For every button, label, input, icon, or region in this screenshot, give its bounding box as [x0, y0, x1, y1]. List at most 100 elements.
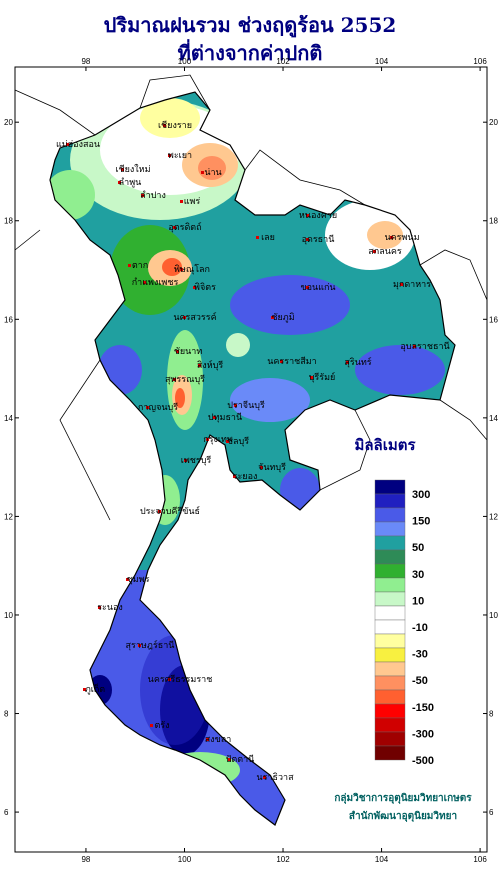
place-label: ปัตตานี [226, 754, 255, 765]
legend-swatch [374, 535, 406, 551]
credit: กลุ่มวิชาการอุตุนิยมวิทยาเกษตร [334, 792, 472, 804]
station-dot [260, 466, 263, 469]
place-label: ระนอง [97, 603, 123, 613]
place-label: ลำพูน [119, 177, 142, 188]
place-label: สงขลา [205, 735, 232, 745]
legend-label: -10 [412, 622, 428, 634]
rain-field [50, 92, 455, 825]
legend-swatch [374, 633, 406, 649]
place-label: สุราษฎร์ธานี [126, 639, 175, 651]
y-tick-label: 8 [4, 710, 9, 719]
place-label: ตาก [132, 261, 148, 271]
station-dot [173, 378, 176, 381]
station-dot [234, 404, 237, 407]
legend-swatch [374, 647, 406, 663]
legend-swatch [374, 507, 406, 523]
y-tick-label: 12 [4, 512, 13, 521]
legend-swatch [374, 493, 406, 509]
legend-label: -150 [412, 702, 434, 714]
place-label: พิจิตร [194, 282, 216, 293]
place-label: ชัยนาท [174, 347, 203, 357]
y-tick-label: 20 [489, 118, 498, 127]
legend-label: 30 [412, 569, 424, 581]
station-dot [121, 168, 124, 171]
place-label: ปทุมธานี [208, 412, 242, 423]
station-dot [143, 281, 146, 284]
y-tick-label: 6 [489, 808, 494, 817]
x-tick-label: 102 [276, 57, 290, 66]
station-dot [271, 316, 274, 319]
legend-label: -300 [412, 728, 434, 740]
place-label: เชียงใหม่ [115, 164, 150, 175]
place-label: ประจวบคีรีขันธ์ [140, 505, 200, 517]
place-label: ปราจีนบุรี [227, 400, 265, 411]
station-dot [66, 143, 69, 146]
station-dot [233, 475, 236, 478]
legend-label: 150 [412, 516, 430, 528]
place-label: นราธิวาส [256, 772, 294, 783]
place-label: แม่ฮ่องสอน [56, 140, 100, 150]
station-dot [183, 316, 186, 319]
station-dot [180, 200, 183, 203]
station-dot [128, 264, 131, 267]
station-dot [141, 194, 144, 197]
place-label: กรุงเทพ [203, 435, 233, 445]
neighbour-borders [14, 74, 488, 521]
station-dot [256, 236, 259, 239]
legend-swatch [374, 675, 406, 691]
station-dot [346, 361, 349, 364]
place-label: ชุมพร [127, 575, 150, 585]
legend-swatch [374, 577, 406, 593]
legend-swatch [374, 563, 406, 579]
x-tick-label: 98 [81, 855, 90, 864]
legend-label: 10 [412, 595, 424, 607]
station-dot [193, 286, 196, 289]
legend-swatch [374, 521, 406, 537]
place-label: เพชรบุรี [181, 455, 212, 466]
station-dot [390, 236, 393, 239]
station-dot [163, 124, 166, 127]
legend-swatch [374, 731, 406, 747]
y-tick-label: 20 [4, 118, 13, 127]
x-tick-label: 106 [473, 855, 487, 864]
station-dot [213, 416, 216, 419]
place-label: ชลบุรี [227, 436, 249, 447]
place-label: ลำปาง [140, 190, 166, 201]
place-label: ภูเก็ต [85, 682, 105, 695]
place-label: เลย [261, 233, 275, 243]
credit: สำนักพัฒนาอุตุนิยมวิทยา [349, 810, 457, 822]
station-dot [263, 776, 266, 779]
legend-title: มิลลิเมตร [354, 436, 416, 454]
y-tick-label: 10 [489, 611, 498, 620]
legend-swatch [374, 549, 406, 565]
station-dot [168, 678, 171, 681]
station-dot [83, 688, 86, 691]
legend-swatch [374, 717, 406, 733]
station-dot [198, 364, 201, 367]
place-label: ตรัง [154, 721, 169, 731]
y-tick-label: 16 [489, 315, 498, 324]
place-label: ขอนแก่น [300, 283, 335, 293]
y-tick-label: 12 [489, 512, 498, 521]
x-tick-label: 106 [473, 57, 487, 66]
station-dot [310, 376, 313, 379]
legend-label: -500 [412, 755, 434, 767]
place-label: นครศรีธรรมราช [148, 674, 213, 685]
place-label: เชียงราย [158, 120, 192, 131]
place-label: อุบลราชธานี [400, 341, 449, 352]
place-label: สกลนคร [368, 247, 402, 257]
legend-swatch [374, 703, 406, 719]
station-dot [306, 214, 309, 217]
place-label: นครราชสีมา [267, 356, 316, 367]
station-dot [98, 606, 101, 609]
station-dot [413, 345, 416, 348]
map-frame [14, 66, 488, 853]
station-dot [158, 510, 161, 513]
x-tick-label: 100 [178, 855, 192, 864]
title-line: ปริมาณฝนรวม ช่วงฤดูร้อน 2552 [104, 13, 397, 39]
x-tick-label: 104 [375, 57, 389, 66]
station-dot [373, 250, 376, 253]
station-dot [176, 350, 179, 353]
place-label: อุดรธานี [302, 234, 335, 245]
x-tick-label: 98 [81, 57, 90, 66]
